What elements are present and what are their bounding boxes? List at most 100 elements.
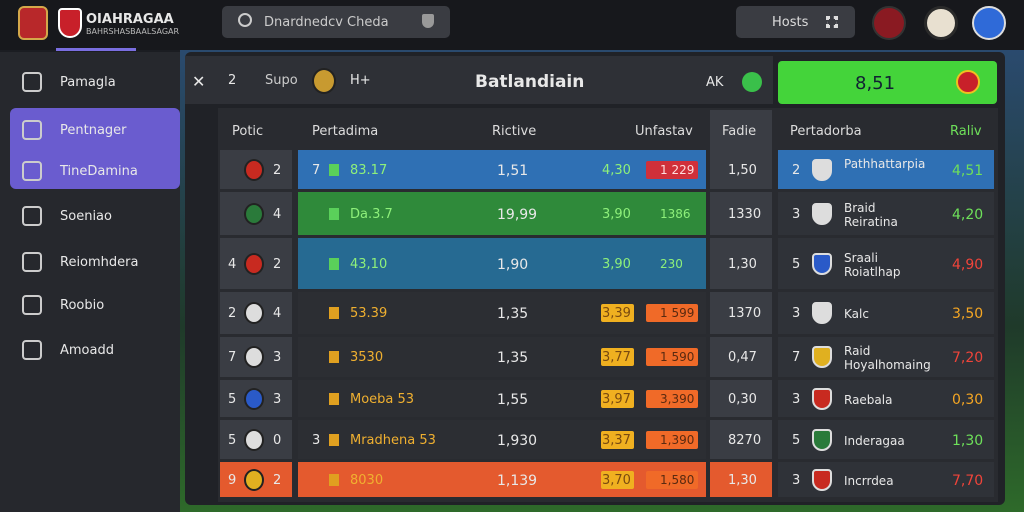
team-badge bbox=[244, 468, 264, 491]
team: 3530 bbox=[350, 350, 384, 365]
odds-a: 3,97 bbox=[602, 391, 631, 407]
right-team: Braid Reiratina bbox=[844, 200, 898, 229]
sidebar-label[interactable]: Pamagla bbox=[60, 75, 116, 90]
team-icon bbox=[329, 351, 339, 363]
rank: 3 bbox=[273, 350, 282, 365]
row-band[interactable] bbox=[298, 337, 706, 377]
row-band[interactable] bbox=[298, 420, 706, 459]
odds-b: 1 590 bbox=[660, 350, 695, 364]
team: 8030 bbox=[350, 472, 384, 488]
fade-cell bbox=[710, 238, 772, 289]
club-icon[interactable] bbox=[872, 6, 906, 40]
fade: 1,30 bbox=[728, 256, 757, 272]
rating: 4,20 bbox=[952, 206, 984, 223]
fade: 0,30 bbox=[728, 391, 757, 407]
right-rank: 3 bbox=[792, 206, 801, 222]
row-band[interactable] bbox=[298, 192, 706, 235]
chip bbox=[646, 430, 698, 449]
rank: 4 bbox=[273, 206, 282, 222]
right-rank: 3 bbox=[792, 472, 801, 488]
search-box[interactable] bbox=[222, 6, 450, 38]
team-badge bbox=[244, 158, 264, 181]
odds-a: 3,90 bbox=[602, 206, 631, 222]
team: Da.3.7 bbox=[350, 206, 393, 222]
right-team: Inderagaa bbox=[844, 433, 905, 448]
rating: 4,90 bbox=[952, 256, 984, 273]
fade: 0,47 bbox=[728, 350, 757, 365]
shield-logo bbox=[58, 8, 82, 38]
odds-b: 1 229 bbox=[660, 162, 695, 177]
chip bbox=[646, 304, 698, 322]
relative: 19,99 bbox=[497, 206, 538, 223]
right-team: Raebala bbox=[844, 392, 893, 407]
odds-b: 1,580 bbox=[660, 472, 695, 487]
sidebar-label[interactable]: Pentnager bbox=[60, 123, 127, 138]
lead: 4 bbox=[228, 256, 237, 272]
club-icon[interactable] bbox=[924, 6, 958, 40]
logo bbox=[18, 6, 48, 40]
right-rank: 3 bbox=[792, 391, 801, 407]
chip bbox=[601, 348, 634, 366]
profile-icon[interactable] bbox=[972, 6, 1006, 40]
odds-a: 3,70 bbox=[602, 472, 631, 488]
sidebar-item-active[interactable] bbox=[10, 108, 180, 150]
fade-cell bbox=[710, 420, 772, 459]
column-header: Pertadorba bbox=[790, 124, 862, 139]
lead: 5 bbox=[228, 432, 237, 448]
row-band[interactable] bbox=[298, 292, 706, 334]
club-icon bbox=[812, 468, 832, 491]
relative: 1,930 bbox=[497, 432, 538, 449]
sidebar-label[interactable]: Amoadd bbox=[60, 343, 114, 358]
column-header: Unfastav bbox=[635, 124, 693, 139]
odds-b: 1,390 bbox=[660, 432, 695, 447]
odds-b: 1386 bbox=[660, 206, 691, 221]
sidebar-item-active[interactable] bbox=[10, 147, 180, 189]
chip bbox=[646, 389, 698, 408]
column-header: Fadie bbox=[722, 124, 757, 139]
team-badge bbox=[244, 428, 264, 451]
fade: 1370 bbox=[728, 306, 762, 321]
relative: 1,55 bbox=[497, 391, 529, 408]
close-button[interactable]: ✕ bbox=[192, 72, 206, 91]
sidebar-icon bbox=[22, 161, 42, 181]
odds-b: 230 bbox=[660, 256, 683, 271]
sidebar-icon bbox=[22, 120, 42, 140]
sidebar-label[interactable]: Roobio bbox=[60, 298, 105, 313]
team: 43,10 bbox=[350, 256, 388, 272]
rating: 1,30 bbox=[952, 432, 984, 449]
column-header: Raliv bbox=[950, 124, 982, 139]
fade-cell bbox=[710, 462, 772, 497]
club-badge bbox=[312, 68, 336, 94]
club-icon bbox=[812, 158, 832, 181]
team-badge bbox=[244, 302, 264, 324]
club-icon bbox=[812, 202, 832, 225]
club-icon bbox=[812, 387, 832, 410]
toolbar bbox=[185, 56, 773, 104]
search-text: Dnardnedcv Cheda bbox=[264, 15, 389, 30]
brand: OIAHRAGAA bbox=[86, 12, 174, 27]
team-icon bbox=[329, 207, 339, 220]
rank: 4 bbox=[273, 306, 282, 321]
rating: 0,30 bbox=[952, 391, 984, 408]
toolbar-ak: AK bbox=[706, 75, 724, 90]
shield-icon bbox=[422, 14, 434, 28]
chip bbox=[601, 304, 634, 322]
sidebar-label[interactable]: Soeniao bbox=[60, 209, 112, 224]
right-rank: 2 bbox=[792, 162, 801, 178]
fade: 1,30 bbox=[728, 472, 757, 488]
row-band[interactable] bbox=[298, 462, 706, 497]
row-band[interactable] bbox=[298, 380, 706, 417]
team-badge bbox=[244, 202, 264, 225]
sidebar-label[interactable]: Reiomhdera bbox=[60, 255, 139, 270]
row-band[interactable] bbox=[298, 150, 706, 189]
column-header: Potic bbox=[232, 124, 264, 139]
sidebar-label[interactable]: TineDamina bbox=[60, 164, 138, 179]
club-icon bbox=[812, 302, 832, 324]
right-team: Kalc bbox=[844, 307, 869, 321]
team-badge bbox=[244, 252, 264, 275]
row-band[interactable] bbox=[298, 238, 706, 289]
club-icon bbox=[812, 252, 832, 275]
club-icon bbox=[956, 70, 980, 94]
odds-a: 3,37 bbox=[602, 432, 631, 448]
team-icon bbox=[329, 257, 339, 270]
